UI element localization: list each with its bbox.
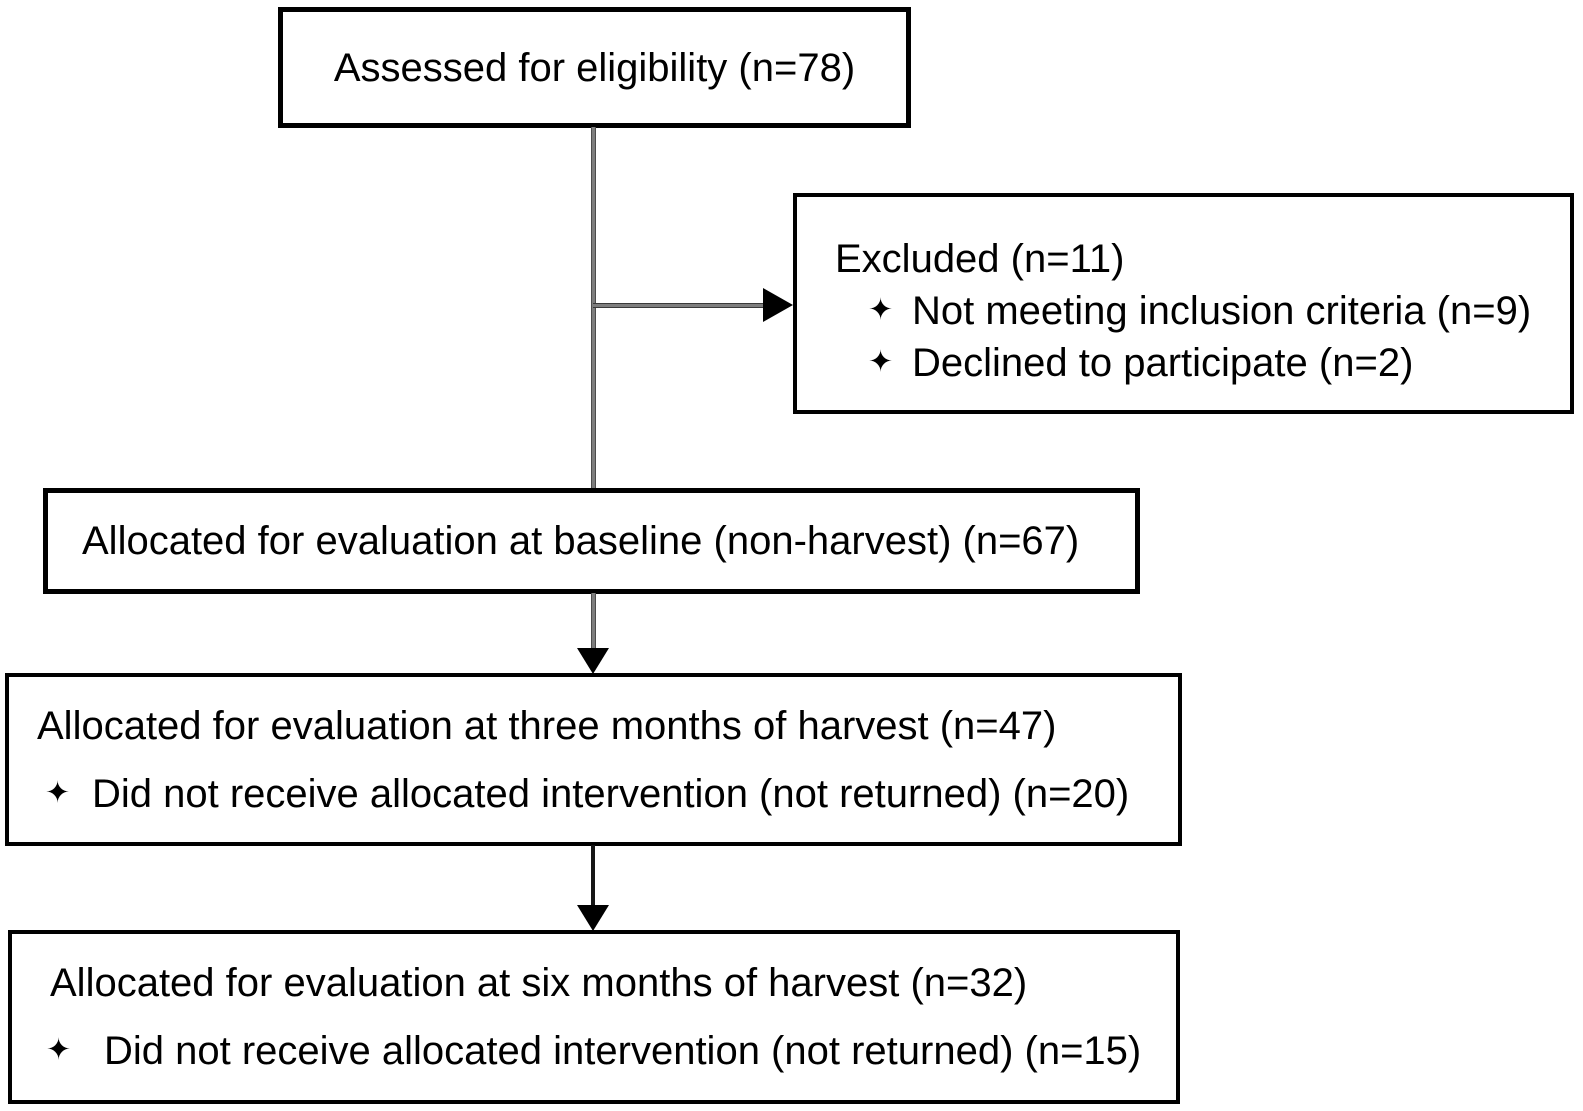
box-baseline-allocation: Allocated for evaluation at baseline (no… bbox=[43, 488, 1140, 594]
excluded-item-1: ✦ Not meeting inclusion criteria (n=9) bbox=[868, 285, 1558, 337]
bullet-icon: ✦ bbox=[868, 292, 894, 328]
connector-vertical-three-to-six-months bbox=[591, 845, 595, 907]
bullet-icon: ✦ bbox=[46, 1032, 72, 1068]
box-assessed-eligibility: Assessed for eligibility (n=78) bbox=[278, 7, 911, 128]
excluded-item-1-text: Not meeting inclusion criteria (n=9) bbox=[912, 289, 1532, 333]
excluded-item-2: ✦ Declined to participate (n=2) bbox=[868, 337, 1558, 389]
excluded-item-2-text: Declined to participate (n=2) bbox=[912, 341, 1414, 385]
three-months-title: Allocated for evaluation at three months… bbox=[37, 703, 1057, 748]
connector-horizontal-to-excluded bbox=[593, 303, 765, 308]
six-months-title: Allocated for evaluation at six months o… bbox=[50, 961, 1028, 1005]
bullet-icon: ✦ bbox=[45, 774, 71, 810]
bullet-icon: ✦ bbox=[868, 344, 894, 380]
six-months-item-1: ✦ Did not receive allocated intervention… bbox=[12, 1025, 1176, 1077]
three-months-item-1: ✦ Did not receive allocated intervention… bbox=[9, 768, 1178, 820]
six-months-item-1-text: Did not receive allocated intervention (… bbox=[104, 1029, 1142, 1073]
arrowhead-down-icon bbox=[577, 648, 609, 674]
three-months-item-1-text: Did not receive allocated intervention (… bbox=[92, 771, 1130, 816]
assessed-eligibility-text: Assessed for eligibility (n=78) bbox=[333, 45, 856, 90]
box-three-months-allocation: Allocated for evaluation at three months… bbox=[5, 673, 1182, 846]
arrowhead-down-icon bbox=[577, 905, 609, 931]
arrowhead-right-icon bbox=[763, 288, 793, 322]
excluded-title: Excluded (n=11) bbox=[835, 237, 1125, 281]
box-excluded: Excluded (n=11) ✦ Not meeting inclusion … bbox=[793, 193, 1574, 414]
baseline-allocation-text: Allocated for evaluation at baseline (no… bbox=[82, 519, 1080, 563]
connector-vertical-baseline-to-three-months bbox=[591, 593, 596, 650]
box-six-months-allocation: Allocated for evaluation at six months o… bbox=[8, 930, 1180, 1104]
